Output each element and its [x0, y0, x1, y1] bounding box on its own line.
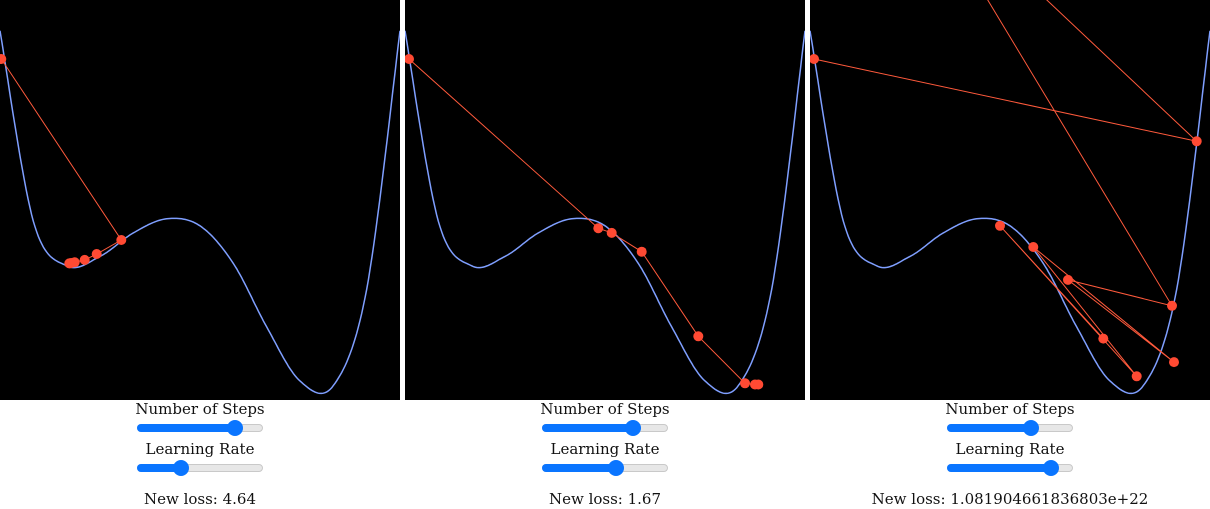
descent-path [813, 0, 1199, 377]
slider-thumb[interactable] [624, 420, 641, 436]
descent-point [1169, 357, 1179, 368]
slider-fill [542, 424, 633, 432]
new-loss-text: New loss: 4.64 [0, 490, 400, 508]
controls: Number of Steps Learning Rate New loss: … [405, 400, 805, 508]
descent-point [1028, 242, 1039, 252]
slider-thumb[interactable] [1022, 420, 1039, 436]
descent-point [1131, 371, 1142, 382]
new-loss-text: New loss: 1.081904661836803e+22 [810, 490, 1210, 508]
slider-fill [137, 464, 182, 472]
learning-rate-slider[interactable] [137, 458, 263, 478]
learning-rate-slider[interactable] [542, 458, 668, 478]
descent-point [1063, 274, 1073, 285]
descent-point [606, 227, 617, 238]
loss-prefix: New loss: [548, 490, 628, 508]
descent-point [116, 235, 127, 245]
loss-plot [0, 0, 400, 400]
steps-slider[interactable] [542, 418, 668, 438]
descent-point [636, 246, 647, 257]
descent-point [1167, 300, 1177, 311]
loss-prefix: New loss: [871, 490, 951, 508]
learning-rate-slider[interactable] [947, 458, 1073, 478]
descent-point [64, 258, 75, 269]
learning-rate-label: Learning Rate [550, 440, 660, 458]
loss-value: 4.64 [222, 490, 257, 508]
descent-point [995, 220, 1005, 231]
slider-fill [137, 424, 236, 432]
plot-background [0, 0, 400, 400]
steps-label: Number of Steps [540, 400, 670, 418]
controls: Number of Steps Learning Rate New loss: … [0, 400, 400, 508]
steps-label: Number of Steps [945, 400, 1075, 418]
steps-slider[interactable] [137, 418, 263, 438]
loss-plot [810, 0, 1210, 400]
loss-curve [810, 30, 1210, 395]
loss-plot [405, 0, 805, 400]
slider-fill [947, 464, 1051, 472]
descent-point [1191, 136, 1202, 147]
slider-thumb[interactable] [227, 420, 244, 436]
descent-point [91, 249, 102, 259]
descent-point [1098, 333, 1109, 344]
descent-point [405, 54, 414, 64]
panel: Number of Steps Learning Rate New loss: … [0, 0, 400, 509]
descent-point [593, 223, 604, 234]
controls: Number of Steps Learning Rate New loss: … [810, 400, 1210, 508]
descent-point [740, 378, 750, 389]
slider-fill [947, 424, 1031, 432]
loss-value: 1.67 [627, 490, 662, 508]
learning-rate-label: Learning Rate [955, 440, 1065, 458]
panel: Number of Steps Learning Rate New loss: … [405, 0, 805, 509]
descent-point [0, 54, 7, 64]
slider-fill [542, 464, 616, 472]
plot-background [405, 0, 805, 400]
loss-prefix: New loss: [143, 490, 223, 508]
panel: Number of Steps Learning Rate New loss: … [810, 0, 1210, 509]
slider-thumb[interactable] [1042, 460, 1059, 476]
loss-curve [405, 30, 805, 395]
descent-point [693, 331, 704, 342]
new-loss-text: New loss: 1.67 [405, 490, 805, 508]
learning-rate-label: Learning Rate [145, 440, 255, 458]
plot-background [810, 0, 1210, 400]
slider-thumb[interactable] [173, 460, 190, 476]
descent-point [753, 379, 764, 390]
steps-label: Number of Steps [135, 400, 265, 418]
slider-thumb[interactable] [608, 460, 624, 476]
loss-value: 1.081904661836803e+22 [950, 490, 1149, 508]
steps-slider[interactable] [947, 418, 1073, 438]
descent-point [79, 254, 90, 265]
descent-point [810, 54, 819, 64]
